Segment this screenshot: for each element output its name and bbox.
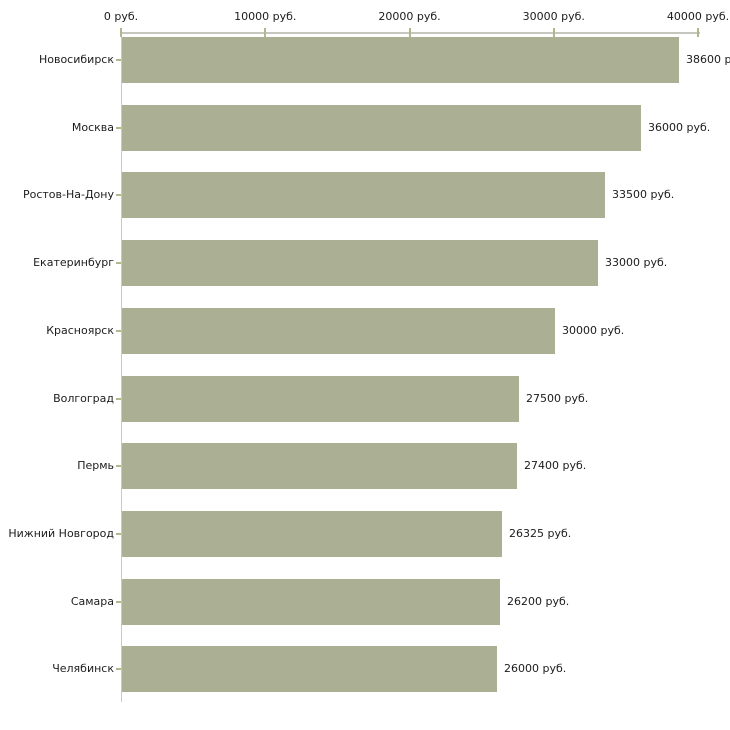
- bar: [122, 105, 641, 151]
- y-axis-line: [121, 32, 122, 702]
- value-label: 33500 руб.: [612, 188, 675, 201]
- x-axis-tick-label: 0 руб.: [103, 10, 139, 23]
- category-tick-mark: [116, 398, 121, 400]
- x-axis-tick-label: 30000 руб.: [522, 10, 585, 23]
- category-tick-mark: [116, 465, 121, 467]
- bar: [122, 172, 605, 218]
- category-label: Ростов-На-Дону: [22, 188, 114, 201]
- category-label: Новосибирск: [38, 53, 114, 66]
- category-tick-mark: [116, 262, 121, 264]
- x-axis-line: [121, 32, 700, 34]
- bar: [122, 37, 679, 83]
- x-axis-tick-mark: [120, 28, 122, 37]
- category-label: Пермь: [77, 459, 114, 472]
- value-label: 27500 руб.: [526, 392, 589, 405]
- bar: [122, 579, 500, 625]
- category-tick-mark: [116, 601, 121, 603]
- category-label: Челябинск: [52, 662, 114, 675]
- category-label: Самара: [70, 595, 114, 608]
- bar: [122, 240, 598, 286]
- x-axis-tick-label: 40000 руб.: [666, 10, 730, 23]
- bar: [122, 308, 555, 354]
- x-axis-tick-label: 20000 руб.: [378, 10, 441, 23]
- value-label: 26000 руб.: [504, 662, 567, 675]
- x-axis-tick-mark: [552, 28, 555, 37]
- category-tick-mark: [116, 533, 121, 535]
- category-tick-mark: [116, 59, 121, 61]
- category-tick-mark: [116, 668, 121, 670]
- value-label: 30000 руб.: [562, 324, 625, 337]
- x-axis-tick-label: 10000 руб.: [234, 10, 297, 23]
- category-label: Москва: [71, 121, 114, 134]
- bar: [122, 646, 497, 692]
- category-label: Волгоград: [53, 392, 114, 405]
- value-label: 36000 руб.: [648, 121, 711, 134]
- bar: [122, 443, 517, 489]
- value-label: 26325 руб.: [509, 527, 572, 540]
- category-tick-mark: [116, 127, 121, 129]
- category-label: Красноярск: [46, 324, 114, 337]
- bar: [122, 376, 519, 422]
- value-label: 27400 руб.: [524, 459, 587, 472]
- x-axis-tick-mark: [697, 28, 699, 37]
- value-label: 33000 руб.: [605, 256, 668, 269]
- category-tick-mark: [116, 194, 121, 196]
- category-label: Екатеринбург: [33, 256, 114, 269]
- bar: [122, 511, 502, 557]
- x-axis-tick-mark: [408, 28, 411, 37]
- category-tick-mark: [116, 330, 121, 332]
- value-label: 26200 руб.: [507, 595, 570, 608]
- value-label: 38600 р: [686, 53, 730, 66]
- x-axis-tick-mark: [264, 28, 267, 37]
- category-label: Нижний Новгород: [8, 527, 114, 540]
